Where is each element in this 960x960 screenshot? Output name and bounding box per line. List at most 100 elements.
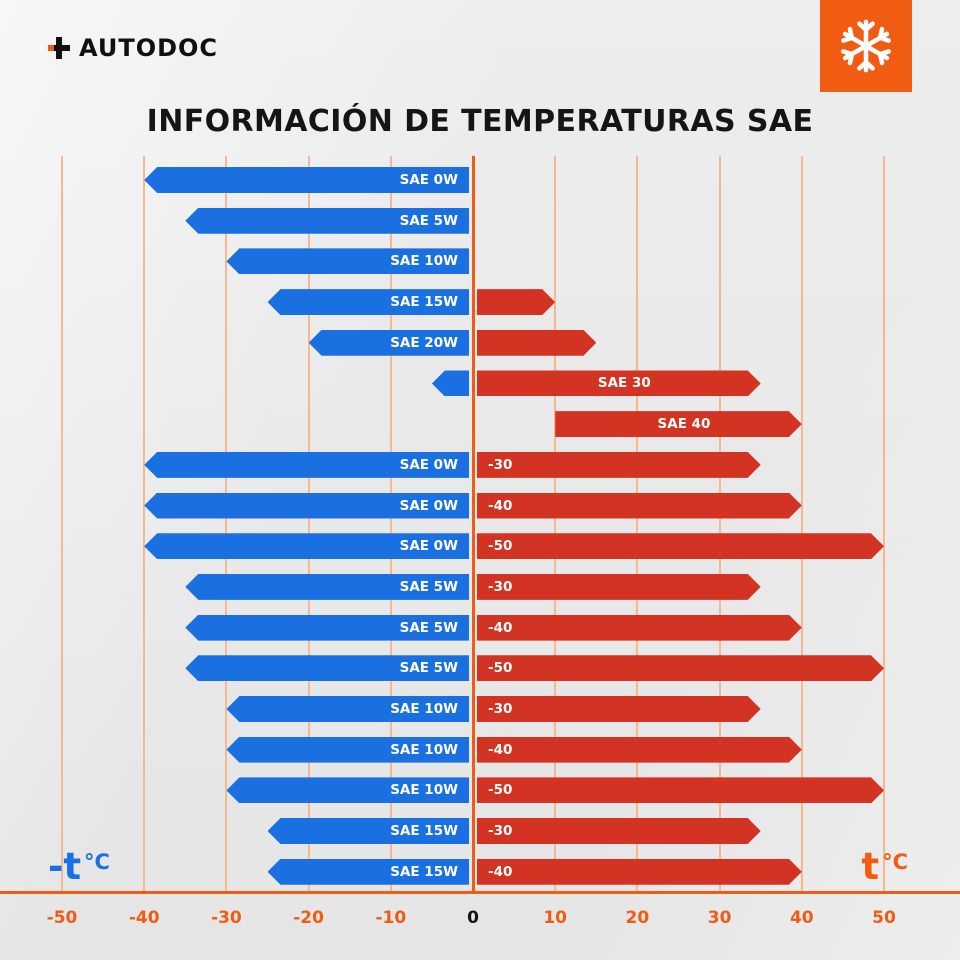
bar-label: SAE 5W bbox=[399, 212, 458, 229]
bar-label: -50 bbox=[488, 538, 513, 555]
brand-text: AUTODOC bbox=[79, 34, 219, 62]
page-title: INFORMACIÓN DE TEMPERATURAS SAE bbox=[146, 104, 814, 139]
cold-bar: SAE 10W bbox=[226, 736, 469, 763]
cold-bar: SAE 5W bbox=[185, 207, 469, 234]
cold-bar: SAE 5W bbox=[185, 573, 469, 600]
gridlines bbox=[61, 156, 885, 893]
tick-label: -30 bbox=[211, 908, 242, 928]
autodoc-plus-icon bbox=[48, 37, 70, 59]
cold-bar: SAE 0W bbox=[144, 492, 469, 519]
cold-bar: SAE 10W bbox=[226, 695, 469, 722]
bar-row: SAE 10W -50 bbox=[62, 770, 884, 811]
bar-row: SAE 30 bbox=[62, 363, 884, 404]
bar-row: SAE 20W bbox=[62, 323, 884, 364]
bar-row: SAE 40 bbox=[62, 404, 884, 445]
bar-label: SAE 15W bbox=[390, 823, 458, 839]
hot-bar: -40 bbox=[477, 859, 802, 885]
right-axis-unit: t °C bbox=[861, 845, 908, 888]
tick-label: -40 bbox=[128, 908, 160, 928]
left-axis-unit: -t °C bbox=[48, 845, 110, 888]
bar-label: SAE 15W bbox=[390, 863, 458, 880]
gridline bbox=[718, 156, 721, 893]
hot-bar: -50 bbox=[477, 533, 884, 559]
zero-axis-line bbox=[471, 156, 475, 893]
cold-bar: SAE 0W bbox=[144, 451, 469, 478]
bar-label: SAE 10W bbox=[390, 253, 458, 270]
gridline bbox=[307, 156, 310, 893]
bar-label: SAE 0W bbox=[399, 456, 458, 473]
hot-bar: -40 bbox=[477, 737, 802, 763]
hot-bar: -30 bbox=[477, 574, 761, 600]
hot-bar bbox=[477, 330, 596, 356]
hot-bar: -30 bbox=[477, 818, 761, 844]
bar-label: SAE 15W bbox=[390, 294, 458, 311]
tick-label: 40 bbox=[789, 908, 814, 928]
tick-label: -50 bbox=[46, 908, 78, 928]
bar-label: -30 bbox=[488, 700, 513, 717]
bar-label: -30 bbox=[488, 578, 513, 595]
right-axis-degree: °C bbox=[882, 850, 908, 874]
bar-row: SAE 0W bbox=[62, 160, 884, 201]
cold-bar: SAE 5W bbox=[185, 655, 469, 682]
bar-label: SAE 30 bbox=[597, 375, 651, 392]
chart-plot: SAE 0W SAE 5W SAE 10W SAE 15W SAE 20W SAE 30 S… bbox=[61, 156, 885, 893]
hot-bar: -40 bbox=[477, 493, 802, 519]
winter-badge bbox=[820, 0, 912, 92]
gridline bbox=[800, 156, 803, 893]
bar-label: -50 bbox=[488, 782, 513, 799]
cold-bar: SAE 0W bbox=[144, 533, 469, 560]
bar-row: SAE 10W bbox=[62, 241, 884, 282]
bar-label: SAE 5W bbox=[399, 619, 458, 636]
gridline bbox=[883, 156, 885, 893]
bar-label: SAE 0W bbox=[399, 538, 458, 555]
snowflake-icon bbox=[837, 19, 895, 75]
bar-row: SAE 5W -50 bbox=[62, 648, 884, 689]
cold-bar: SAE 20W bbox=[308, 329, 469, 356]
bar-label: SAE 10W bbox=[390, 741, 458, 758]
hot-bar: -50 bbox=[477, 777, 884, 803]
gridline bbox=[225, 156, 228, 893]
bar-label: SAE 10W bbox=[390, 700, 458, 717]
tick-label: 50 bbox=[872, 908, 896, 928]
autodoc-logo: AUTODOC bbox=[48, 34, 218, 62]
hot-bar: SAE 30 bbox=[477, 370, 761, 396]
cold-bar: SAE 10W bbox=[226, 248, 469, 275]
hot-bar: SAE 40 bbox=[555, 411, 802, 437]
tick-label: 0 bbox=[467, 908, 479, 928]
bar-row: SAE 15W bbox=[62, 282, 884, 323]
bar-row: SAE 0W -50 bbox=[62, 526, 884, 567]
bar-row: SAE 5W -30 bbox=[62, 567, 884, 608]
cold-bar: SAE 0W bbox=[144, 167, 469, 193]
bar-label: SAE 0W bbox=[399, 497, 458, 514]
bar-label: SAE 10W bbox=[390, 782, 458, 799]
gridline bbox=[554, 156, 557, 893]
bar-row: SAE 10W -30 bbox=[62, 689, 884, 730]
tick-label: -10 bbox=[375, 908, 407, 928]
hot-bar: -50 bbox=[477, 655, 884, 681]
cold-bar bbox=[431, 370, 469, 397]
tick-label: -20 bbox=[293, 908, 324, 928]
cold-bar: SAE 15W bbox=[267, 818, 469, 844]
bar-label: SAE 0W bbox=[399, 172, 458, 188]
gridline bbox=[636, 156, 639, 893]
bar-label: -40 bbox=[488, 741, 513, 758]
bar-label: -40 bbox=[488, 863, 513, 880]
left-axis-degree: °C bbox=[84, 850, 110, 874]
bar-label: -50 bbox=[488, 660, 513, 677]
left-axis-sign: -t bbox=[48, 845, 82, 888]
hot-bar: -30 bbox=[477, 696, 761, 722]
hot-bar: -40 bbox=[477, 615, 802, 641]
gridline bbox=[389, 156, 392, 893]
bar-label: SAE 40 bbox=[657, 416, 711, 433]
hot-bar: -30 bbox=[477, 452, 761, 478]
cold-bar: SAE 10W bbox=[226, 777, 469, 804]
bar-label: -30 bbox=[488, 823, 513, 839]
bar-rows: SAE 0W SAE 5W SAE 10W SAE 15W SAE 20W SAE 30 S… bbox=[62, 160, 884, 892]
right-axis-sign: t bbox=[861, 845, 880, 888]
axis-ticks: -50 -40 -30 -20 -10 0 10 20 30 40 50 bbox=[47, 908, 896, 936]
bar-row: SAE 15W -40 bbox=[62, 852, 884, 893]
cold-bar: SAE 5W bbox=[185, 614, 469, 641]
hot-bar bbox=[477, 289, 555, 315]
tick-label: 20 bbox=[625, 908, 650, 928]
